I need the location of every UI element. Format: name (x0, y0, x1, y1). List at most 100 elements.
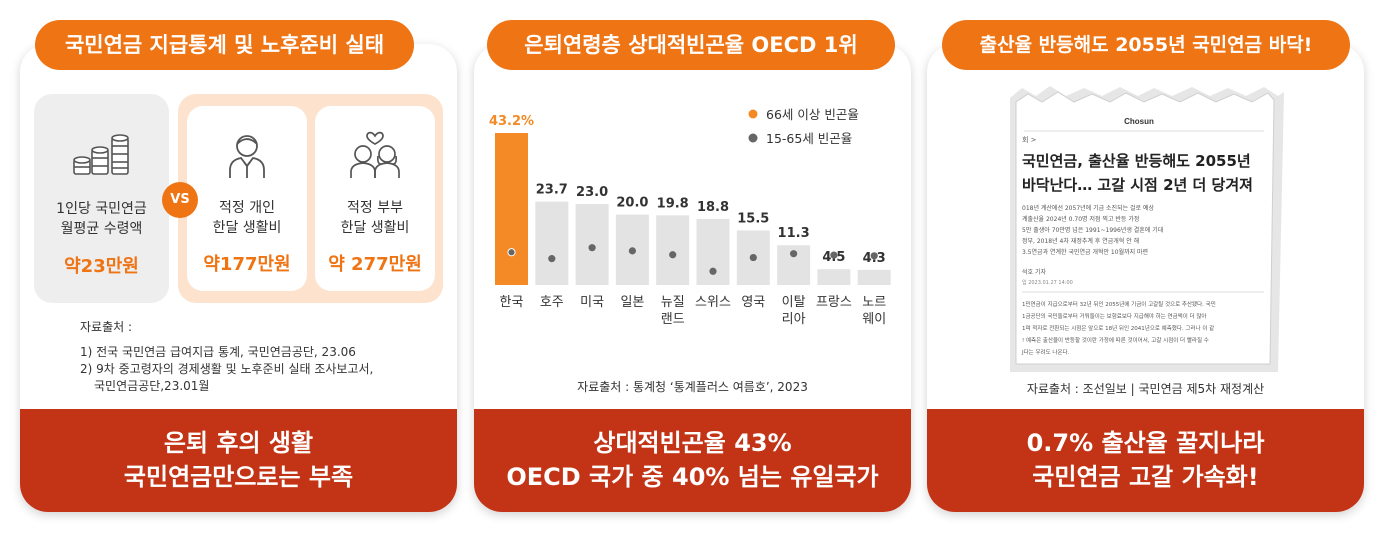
article-body-line: 1민연금이 지급으로부터 32년 뒤인 2055년에 기금이 고갈될 것으로 추… (1022, 300, 1216, 308)
value-label: 11.3 (778, 226, 810, 241)
dot-15-65 (749, 253, 757, 262)
value-label: 43.2% (489, 114, 534, 129)
article-body-line: 1며 적자로 전환되는 시점은 앞으로 18년 뒤인 2041년으로 예측했다.… (1022, 324, 1214, 332)
couple-icon (350, 131, 400, 178)
average-pension-label-2: 월평균 수령액 (60, 221, 143, 237)
category-label: 랜드 (661, 312, 685, 327)
person-icon (229, 135, 265, 178)
panel3-source: 자료출처 : 조선일보 | 국민연금 제5차 재정계산 (1026, 382, 1265, 396)
value-label: 15.5 (737, 211, 769, 226)
pension-stats-card: 1인당 국민연금 월평균 수령액 약23만원 VS 적정 개인 한달 생활비 약… (20, 44, 457, 512)
individual-cost-box: 적정 개인 한달 생활비 약177만원 (187, 106, 307, 291)
legend-label-66plus: 66세 이상 빈곤율 (766, 107, 859, 122)
coins-stack-icon (72, 134, 129, 175)
pension-depletion-card: Chosun 회 > 국민연금, 출산율 반등해도 2055년 바닥난다… 고갈… (927, 44, 1364, 512)
couple-cost-amount: 약 277만원 (328, 254, 422, 275)
article-lead-line: 5만 출생아 70만명 넘은 1991~1996년생 결혼에 기대 (1022, 226, 1163, 234)
category-label: 호주 (540, 295, 564, 310)
bar-5 (656, 215, 690, 285)
dot-15-65 (588, 244, 596, 252)
category-label: 미국 (580, 295, 604, 310)
individual-cost-amount: 약177만원 (203, 254, 291, 275)
category-label: 리아 (782, 312, 806, 327)
dot-15-65 (548, 255, 556, 263)
bar-9 (817, 269, 851, 285)
individual-cost-label-2: 한달 생활비 (212, 220, 282, 236)
article-lead-line: 계출산율 2024년 0.70명 저점 찍고 반등 가정 (1022, 215, 1139, 223)
average-pension-amount: 약23만원 (64, 256, 139, 277)
panel1-banner: 은퇴 후의 생활 국민연금만으로는 부족 (20, 409, 457, 512)
category-label: 일본 (620, 295, 644, 310)
dot-15-65 (790, 250, 798, 258)
bar-10 (857, 269, 891, 285)
panel2-source: 자료출처 : 통계청 ‘통계플러스 여름호’, 2023 (577, 380, 808, 394)
article-lead-line: 정부, 2018년 4차 재정추계 후 연금개혁 안 해 (1022, 237, 1139, 245)
panel3-title: 출산율 반등해도 2055년 국민연금 바닥! (942, 20, 1350, 70)
panel2-title: 은퇴연령층 상대적빈곤율 OECD 1위 (487, 20, 895, 70)
article-lead-line: 018년 계산에선 2057년에 기금 소진되는 걸로 예상 (1022, 204, 1154, 212)
dot-15-65 (507, 248, 516, 257)
article-reporter: 석호 기자 (1022, 268, 1046, 276)
dot-15-65 (830, 251, 838, 259)
bar-6 (696, 218, 730, 285)
vs-badge: VS (162, 182, 198, 218)
panel3-banner-line1: 0.7% 출산율 꿀지나라 (1026, 429, 1265, 457)
category-label: 프랑스 (816, 295, 852, 310)
category-label: 영국 (741, 295, 765, 310)
panel1-source: 자료출처 : 1) 전국 국민연금 급여지급 통계, 국민연금공단, 23.06… (80, 319, 373, 395)
article-section: 회 > (1022, 136, 1037, 144)
article-body-line: ! 예측은 출산율이 반등할 것이란 가정에 따른 것이어서, 고갈 시점이 더… (1022, 336, 1209, 344)
legend-marker-66plus (748, 109, 758, 119)
individual-cost-label-1: 적정 개인 (219, 200, 275, 216)
panel1-banner-line1: 은퇴 후의 생활 (163, 429, 314, 457)
value-label: 23.7 (536, 183, 568, 198)
value-label: 20.0 (616, 196, 648, 211)
dot-15-65 (870, 252, 878, 260)
couple-cost-label-1: 적정 부부 (347, 200, 403, 216)
panel1-source-item: 2) 9차 중고령자의 경제생활 및 노후준비 실태 조사보고서, (80, 362, 374, 376)
bar-2 (535, 201, 569, 285)
article-lead-line: 3.5연금과 연계한 국민연금 개혁안 10월까지 마련 (1022, 248, 1148, 256)
category-label: 노르 (862, 295, 886, 310)
dot-15-65 (628, 247, 636, 255)
category-label: 스위스 (695, 295, 731, 310)
panel3-banner-line2: 국민연금 고갈 가속화! (1032, 463, 1259, 491)
poverty-rate-card: 66세 이상 빈곤율 15-65세 빈곤율 43.2% 한국 23.7 호주 23.0 미국… (474, 44, 911, 512)
category-label: 한국 (500, 295, 524, 310)
bar-1 (495, 133, 528, 285)
panel1-source-title: 자료출처 : (80, 320, 133, 334)
article-headline-2: 바닥난다… 고갈 시점 2년 더 당겨져 (1022, 176, 1253, 194)
article-body-line: J다는 우려도 나온다. (1021, 348, 1070, 356)
panel1-source-item: 1) 전국 국민연금 급여지급 통계, 국민연금공단, 23.06 (80, 345, 356, 359)
value-label: 18.8 (697, 200, 729, 215)
article-body: 1민연금이 지급으로부터 32년 뒤인 2055년에 기금이 고갈될 것으로 추… (1021, 300, 1216, 356)
panel1-title: 국민연금 지급통계 및 노후준비 실태 (35, 20, 414, 70)
couple-cost-label-2: 한달 생활비 (340, 220, 410, 236)
living-cost-group: 적정 개인 한달 생활비 약177만원 적정 부부 한달 생활비 약 277만원 (178, 94, 443, 303)
legend-label-15-65: 15-65세 빈곤율 (766, 131, 852, 146)
average-pension-box: 1인당 국민연금 월평균 수령액 약23만원 (34, 94, 169, 303)
dot-15-65 (669, 251, 677, 259)
couple-cost-box: 적정 부부 한달 생활비 약 277만원 (315, 106, 435, 291)
chosun-logo: Chosun (1124, 117, 1154, 126)
dot-15-65 (709, 267, 717, 275)
category-label: 이탈 (782, 295, 806, 310)
poverty-rate-chart: 66세 이상 빈곤율 15-65세 빈곤율 43.2% 한국 23.7 호주 23.0 미국… (489, 107, 891, 327)
category-label: 웨이 (862, 312, 886, 327)
panel3-banner: 0.7% 출산율 꿀지나라 국민연금 고갈 가속화! (927, 409, 1364, 512)
article-headline-1: 국민연금, 출산율 반등해도 2055년 (1022, 152, 1251, 170)
panel1-source-item: 국민연금공단,23.01월 (94, 379, 210, 393)
value-label: 19.8 (657, 196, 689, 211)
news-clipping-image: Chosun 회 > 국민연금, 출산율 반등해도 2055년 바닥난다… 고갈… (1010, 86, 1284, 372)
legend-marker-15-65 (748, 133, 758, 143)
value-label: 23.0 (576, 185, 608, 200)
panel1-banner-line2: 국민연금만으로는 부족 (123, 463, 354, 491)
chart-legend: 66세 이상 빈곤율 15-65세 빈곤율 (748, 107, 859, 146)
panel2-banner: 상대적빈곤율 43% OECD 국가 중 40% 넘는 유일국가 (474, 409, 911, 512)
article-date: 입 2023.01.27 14:00 (1022, 279, 1073, 286)
panel2-banner-line2: OECD 국가 중 40% 넘는 유일국가 (506, 463, 879, 491)
category-label: 뉴질 (661, 295, 685, 310)
article-body-line: 1금공단의 국민들로부터 거둬들이는 보험료보다 지급해야 하는 연금액이 더 … (1022, 312, 1206, 320)
